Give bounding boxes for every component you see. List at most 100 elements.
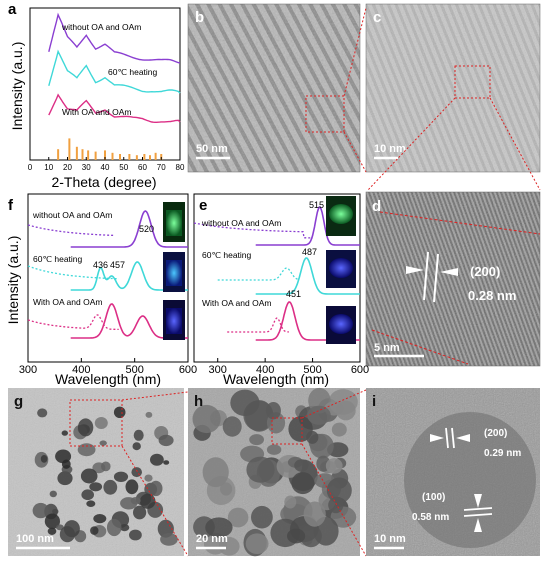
- x-tick-label-e: 500: [303, 364, 321, 376]
- x-tick-label-f: 500: [125, 364, 143, 376]
- legend-60c: 60℃ heating: [108, 67, 158, 77]
- x-tick-label-a: 60: [138, 163, 147, 172]
- nanoparticles-h: [192, 387, 358, 557]
- x-tick-label-a: 40: [101, 163, 110, 172]
- x-tick-label-a: 50: [119, 163, 128, 172]
- nanoparticle: [103, 479, 118, 495]
- lattice-line-i-3: [463, 507, 493, 511]
- panel-i-hrtem-image: i (200) 0.29 nm (100) 0.58 nm 10 nm: [366, 388, 540, 556]
- nanoparticle: [149, 480, 163, 497]
- xrd-series-3: [48, 93, 181, 123]
- legend-without: without OA and OAm: [61, 22, 141, 32]
- nanoparticle: [336, 400, 356, 421]
- nanoparticle: [287, 528, 306, 544]
- nanoparticle: [77, 418, 94, 437]
- spacing2-label-i: 0.58 nm: [412, 512, 449, 523]
- peak-515-e: 515: [309, 200, 324, 210]
- reference-bar: [154, 152, 157, 160]
- scalebar-label-c: 10 nm: [374, 143, 406, 155]
- nanoparticle: [57, 471, 73, 486]
- nanoparticle: [218, 537, 240, 556]
- nanoparticle: [265, 402, 281, 420]
- label-without-e: without OA and OAm: [201, 218, 281, 228]
- tem-noise-b: [188, 4, 360, 172]
- spacing1-label-i: 0.29 nm: [484, 448, 521, 459]
- legend-with: With OA and OAm: [62, 107, 131, 117]
- nanoparticle: [44, 513, 61, 529]
- nanoparticle: [99, 440, 107, 446]
- scalebar-label-i: 10 nm: [374, 533, 406, 545]
- reference-bar: [128, 154, 131, 160]
- x-tick-label-e: 600: [351, 364, 369, 376]
- x-tick-label-a: 30: [82, 163, 91, 172]
- nanoparticle: [86, 500, 96, 508]
- x-axis-ticks-f: 300 400 500 600: [19, 358, 197, 376]
- nanoparticle: [227, 507, 249, 528]
- nanoparticle: [77, 443, 96, 457]
- panel-g-tem-image: g 100 nm: [8, 388, 184, 556]
- reference-bar: [87, 150, 90, 160]
- nanoparticle: [32, 502, 49, 519]
- reference-bar: [75, 146, 78, 160]
- reference-bar: [81, 149, 84, 160]
- connector-b-c-1: [343, 7, 367, 97]
- lattice-line-d-2: [433, 253, 439, 303]
- plane2-label-i: (100): [422, 492, 445, 503]
- peak-520-f: 520: [139, 224, 154, 234]
- nanoparticle: [158, 434, 174, 447]
- pl-curve-f-1: [70, 210, 188, 248]
- nanoparticle: [300, 524, 322, 548]
- x-tick-label-e: 300: [209, 364, 227, 376]
- plane1-label-i: (200): [484, 428, 507, 439]
- abs-curve-f-1: [27, 224, 114, 237]
- panel-d-hrtem-image: d (200) 0.28 nm 5 nm: [365, 191, 541, 367]
- nanoparticle: [205, 517, 233, 538]
- nanoparticle: [251, 505, 273, 529]
- nanoparticle: [49, 490, 57, 498]
- nanoparticle: [59, 526, 75, 543]
- abs-curve-f-3: [27, 314, 119, 331]
- reference-bar: [57, 149, 60, 160]
- xrd-series-1: [48, 12, 180, 64]
- nanoparticle: [81, 489, 94, 501]
- scalebar-label-b: 50 nm: [196, 143, 228, 155]
- panel-b-tem-image: b 50 nm: [187, 3, 361, 173]
- nanoparticle: [163, 460, 170, 465]
- label-60c-e: 60℃ heating: [202, 250, 252, 260]
- nanoparticle: [113, 406, 126, 418]
- x-axis-ticks-e: 300 400 500 600: [209, 358, 369, 376]
- nanoparticle: [93, 514, 107, 524]
- zoom-box-g: [69, 399, 123, 447]
- label-60c-f: 60℃ heating: [33, 254, 83, 264]
- panel-letter-a: a: [8, 1, 17, 18]
- label-with-f: With OA and OAm: [33, 297, 102, 307]
- panel-letter-e: e: [199, 197, 207, 214]
- spacing-label-d: 0.28 nm: [468, 288, 516, 303]
- nanoparticle: [331, 422, 347, 437]
- nanoparticle: [249, 434, 264, 446]
- x-axis-ticks-a: 0 10 20 30 40 50 60 70 80: [28, 157, 185, 172]
- nanoparticle: [266, 444, 282, 455]
- x-tick-label-e: 400: [256, 364, 274, 376]
- y-axis-label-a: Intensity (a.u.): [9, 42, 25, 131]
- connector-c-d-2: [489, 97, 541, 191]
- nanoparticle: [160, 533, 178, 546]
- nanoparticle: [133, 505, 147, 520]
- reference-bar: [119, 154, 121, 160]
- nanoparticle: [94, 417, 108, 429]
- arrow-left-d: [406, 266, 424, 274]
- panel-letter-h: h: [194, 393, 203, 410]
- abs-curve-e-2: [217, 267, 299, 281]
- nanoparticle: [222, 416, 242, 437]
- lattice-line-i-4: [463, 513, 493, 517]
- peak-457-f: 457: [110, 260, 125, 270]
- reference-bar: [111, 152, 114, 160]
- plot-frame-f: [27, 193, 189, 363]
- hrtem-noise-d: [366, 192, 540, 366]
- x-tick-label-a: 0: [28, 163, 33, 172]
- reference-bar: [94, 151, 97, 160]
- plot-frame-e: [193, 193, 361, 363]
- plane-label-d: (200): [470, 264, 500, 279]
- nanoparticle: [284, 495, 297, 509]
